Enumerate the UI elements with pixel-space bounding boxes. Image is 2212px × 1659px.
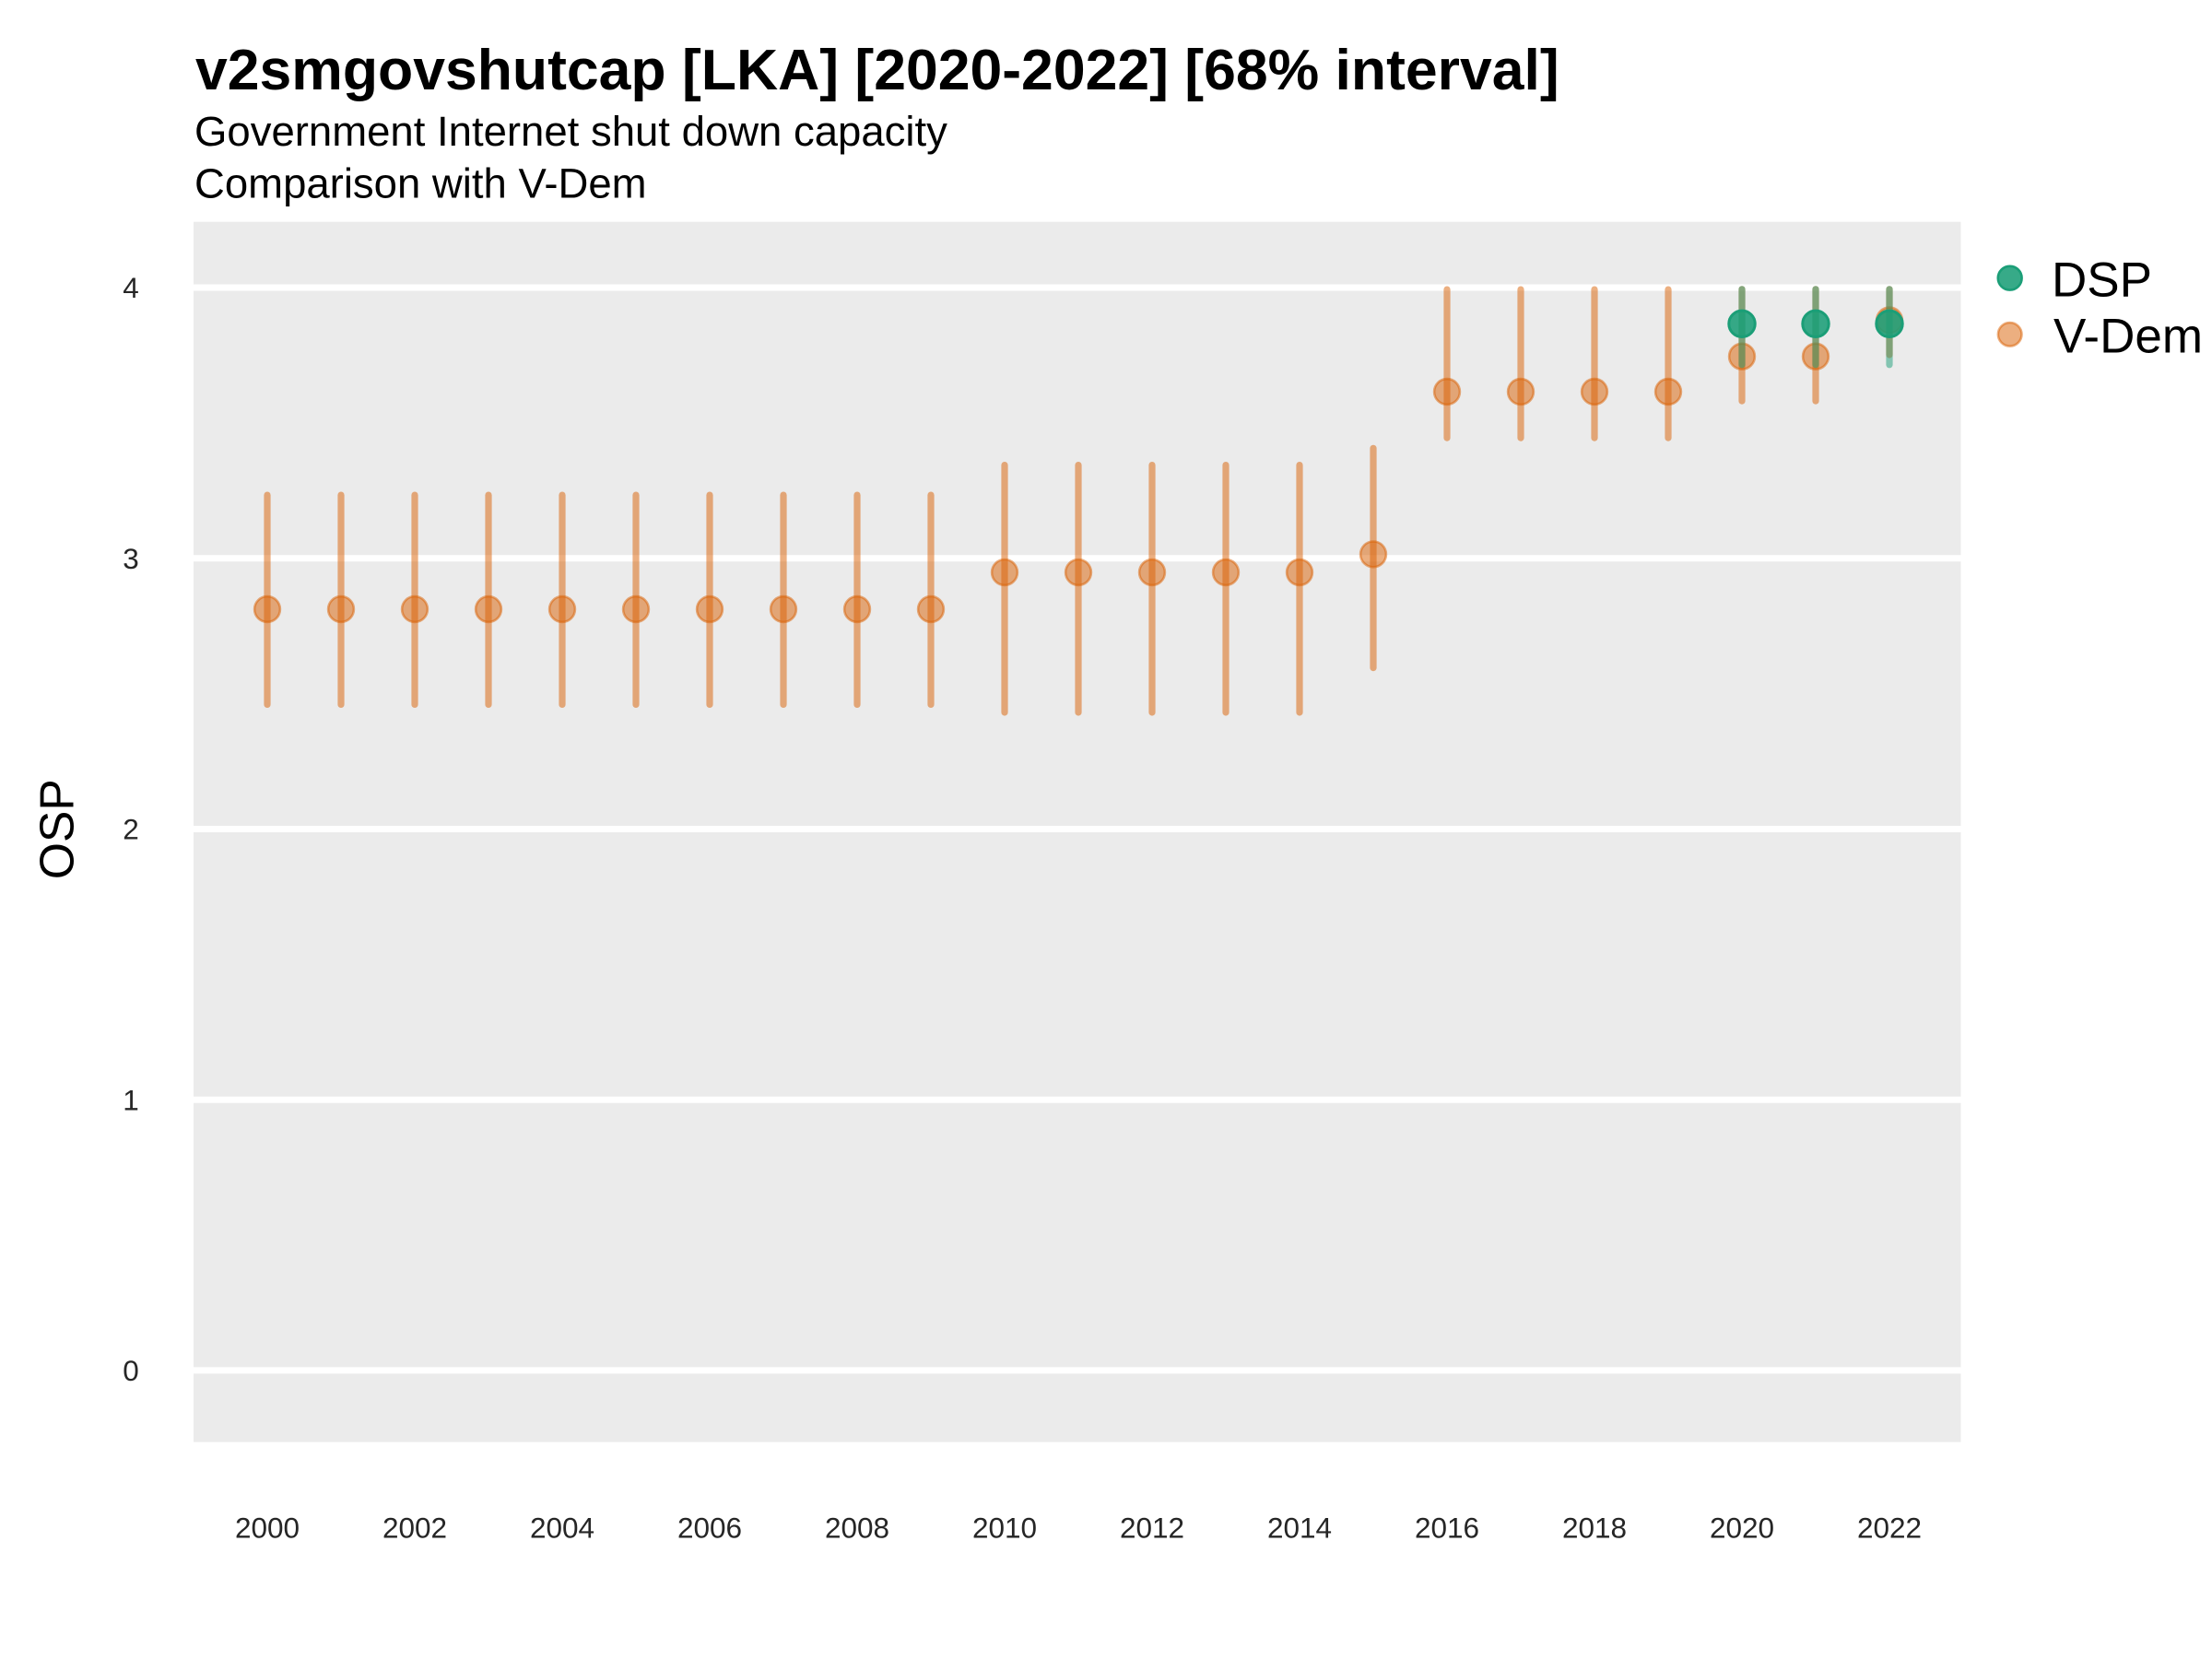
svg-text:V-Dem: V-Dem <box>2053 309 2203 363</box>
svg-text:2014: 2014 <box>1267 1512 1332 1545</box>
svg-text:2008: 2008 <box>825 1512 889 1545</box>
svg-text:Comparison with V-Dem: Comparison with V-Dem <box>194 160 647 207</box>
svg-text:2016: 2016 <box>1415 1512 1479 1545</box>
svg-text:1: 1 <box>123 1083 139 1116</box>
svg-text:2022: 2022 <box>1857 1512 1922 1545</box>
svg-text:DSP: DSP <box>2052 253 2152 307</box>
svg-text:v2smgovshutcap [LKA] [2020-202: v2smgovshutcap [LKA] [2020-2022] [68% in… <box>195 38 1559 102</box>
svg-text:2: 2 <box>123 813 139 846</box>
svg-text:2000: 2000 <box>235 1512 300 1545</box>
svg-text:OSP: OSP <box>30 779 84 879</box>
svg-text:2004: 2004 <box>530 1512 594 1545</box>
svg-text:4: 4 <box>123 271 139 304</box>
svg-text:2018: 2018 <box>1562 1512 1627 1545</box>
svg-text:Government Internet shut down: Government Internet shut down capacity <box>194 108 947 155</box>
svg-text:2012: 2012 <box>1120 1512 1184 1545</box>
svg-text:2006: 2006 <box>677 1512 742 1545</box>
svg-text:2010: 2010 <box>972 1512 1037 1545</box>
svg-text:2002: 2002 <box>382 1512 447 1545</box>
svg-text:2020: 2020 <box>1710 1512 1774 1545</box>
svg-text:3: 3 <box>123 542 139 575</box>
svg-text:0: 0 <box>123 1354 139 1387</box>
